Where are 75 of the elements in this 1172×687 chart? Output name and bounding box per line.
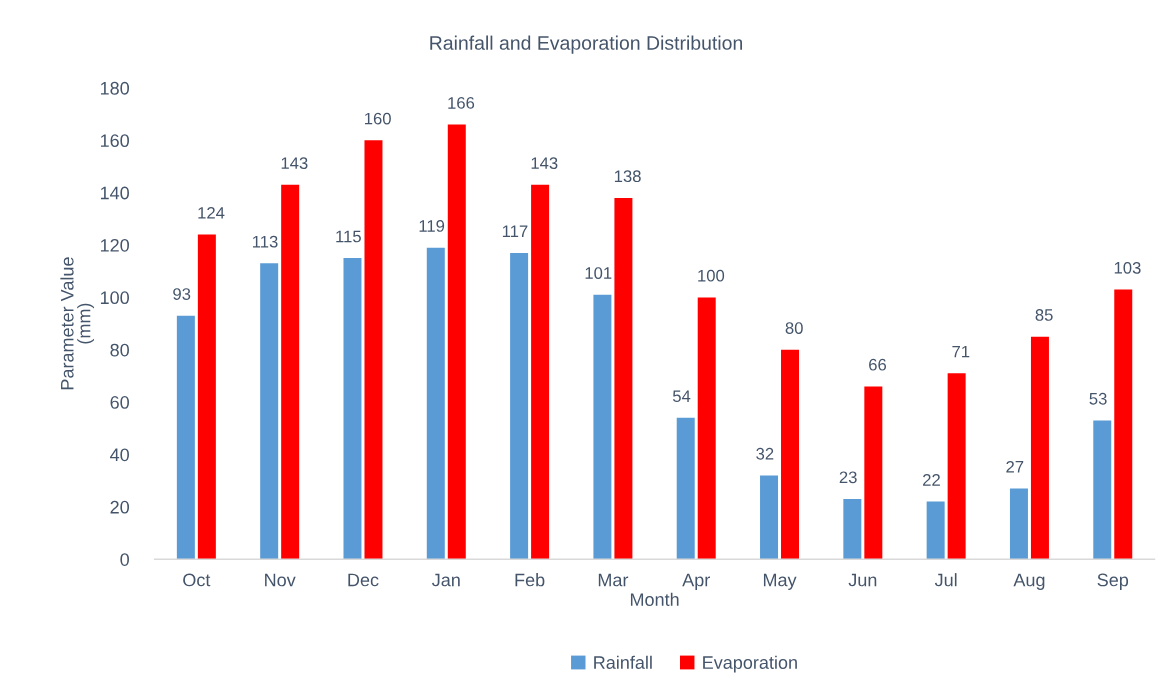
bar <box>593 294 612 560</box>
data-label: 71 <box>952 345 970 358</box>
bar <box>697 297 716 560</box>
bar <box>676 417 695 560</box>
data-label: 53 <box>1089 392 1107 405</box>
data-label: 32 <box>756 447 774 460</box>
y-tick-label: 140 <box>100 186 129 200</box>
bar <box>1093 420 1112 560</box>
bar <box>1114 289 1133 560</box>
data-label: 166 <box>448 96 475 109</box>
bar <box>260 263 279 560</box>
bar <box>176 315 195 560</box>
bar <box>510 252 529 560</box>
legend-label: Rainfall <box>594 655 652 669</box>
x-tick-label: Jun <box>848 573 877 587</box>
data-label: 54 <box>672 390 691 403</box>
x-tick-label: Jan <box>432 573 460 587</box>
data-label: 85 <box>1035 309 1053 321</box>
bar <box>947 373 966 560</box>
x-tick-label: Dec <box>348 573 379 587</box>
data-label: 103 <box>1114 261 1141 274</box>
data-label: 66 <box>869 358 887 371</box>
x-tick-label: Mar <box>598 573 629 587</box>
legend-label: Evaporation <box>703 655 797 673</box>
y-tick-label: 120 <box>100 238 129 252</box>
data-label: 160 <box>365 112 391 125</box>
bar <box>426 247 445 560</box>
data-label: 80 <box>785 322 803 334</box>
data-label: 22 <box>923 474 940 486</box>
data-label: 143 <box>531 157 558 170</box>
y-tick-label: 100 <box>100 291 129 305</box>
y-tick-label: 20 <box>110 500 129 514</box>
chart-title: Rainfall and Evaporation Distribution <box>430 35 743 54</box>
bar <box>364 140 383 560</box>
y-tick-label: 40 <box>110 448 129 462</box>
data-label: 119 <box>419 220 445 232</box>
y-tick-label: 0 <box>120 553 129 566</box>
data-label: 100 <box>698 269 725 282</box>
bar <box>926 501 945 560</box>
bar <box>343 258 362 560</box>
y-tick-label: 80 <box>110 343 129 357</box>
data-label: 124 <box>198 206 225 219</box>
y-tick-label: 160 <box>100 134 129 148</box>
bar <box>281 184 300 560</box>
x-tick-label: Aug <box>1013 573 1045 590</box>
bar <box>781 349 800 560</box>
x-tick-label: Jul <box>934 573 957 587</box>
x-tick-label: Nov <box>265 573 296 587</box>
x-tick-label: Sep <box>1097 573 1129 590</box>
bar <box>760 475 779 560</box>
data-label: 117 <box>502 225 528 237</box>
data-label: 23 <box>839 471 857 484</box>
bar <box>447 124 466 560</box>
data-label: 113 <box>252 235 278 248</box>
bar <box>843 499 862 560</box>
bar <box>1030 336 1049 560</box>
bar <box>864 386 883 560</box>
y-tick-label: 60 <box>110 396 129 409</box>
y-tick-label: 180 <box>100 81 129 95</box>
bar <box>1009 488 1028 560</box>
data-label: 115 <box>336 230 361 243</box>
bar <box>197 234 216 560</box>
x-tick-label: Apr <box>682 573 710 590</box>
x-tick-label: May <box>763 573 797 590</box>
x-tick-label: Feb <box>515 573 545 587</box>
data-label: 138 <box>614 170 641 183</box>
y-axis-title: Parameter Value (mm) <box>60 257 95 390</box>
data-label: 143 <box>281 157 308 170</box>
data-label: 93 <box>173 288 191 300</box>
data-label: 101 <box>585 267 612 279</box>
data-label: 27 <box>1006 460 1024 473</box>
bar <box>614 197 633 560</box>
x-axis-title: Month <box>630 592 679 606</box>
x-tick-label: Oct <box>183 573 211 587</box>
bar <box>531 184 550 560</box>
